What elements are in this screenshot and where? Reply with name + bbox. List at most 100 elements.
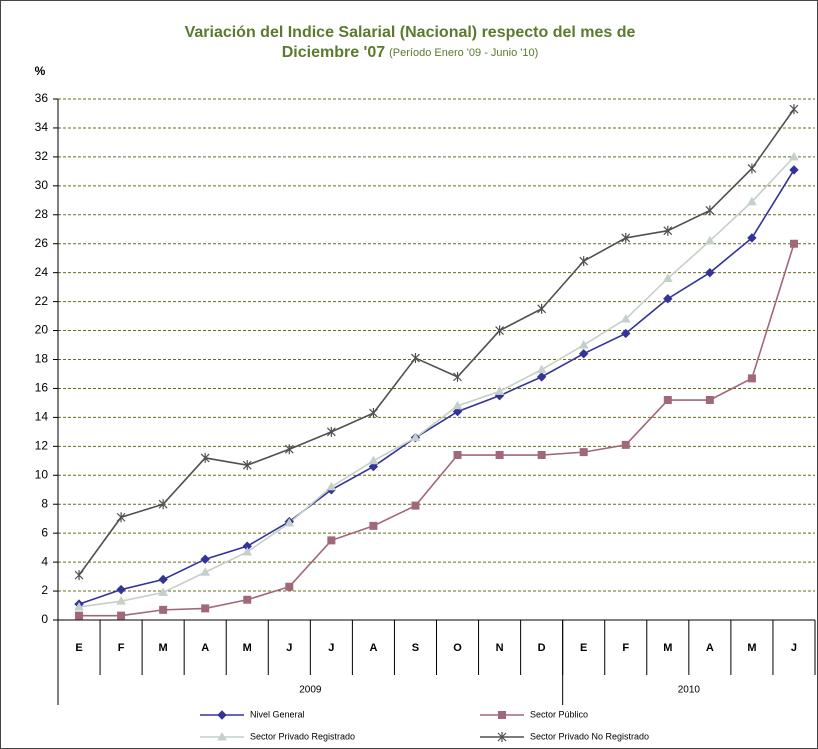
- legend-label: Sector Privado No Registrado: [530, 731, 649, 741]
- data-point: [285, 582, 294, 591]
- data-point: [453, 451, 462, 460]
- data-point: [621, 440, 630, 449]
- data-point: [789, 151, 799, 161]
- series-line: [78, 169, 795, 605]
- legend-marker: [498, 711, 506, 719]
- data-point: [368, 408, 378, 419]
- legend-marker: [217, 731, 227, 741]
- data-point: [495, 451, 504, 460]
- x-tick-label: A: [201, 642, 209, 654]
- data-point: [243, 595, 252, 604]
- data-point: [621, 232, 631, 243]
- x-tick-label: E: [75, 642, 82, 654]
- data-point: [117, 611, 126, 620]
- data-point: [620, 313, 631, 323]
- x-tick-label: A: [369, 642, 377, 654]
- legend-label: Sector Público: [530, 709, 588, 719]
- data-point: [578, 349, 589, 359]
- x-tick-label: J: [791, 642, 797, 654]
- data-point: [116, 512, 126, 523]
- chart-subtitle: (Período Enero '09 - Junio '10): [389, 47, 538, 59]
- x-tick-label: S: [412, 642, 419, 654]
- y-tick-label: 2: [41, 583, 48, 597]
- data-point: [452, 400, 463, 410]
- data-point: [705, 396, 714, 405]
- data-point: [579, 256, 589, 267]
- data-point: [74, 570, 84, 581]
- legend-marker: [497, 732, 507, 742]
- legend-marker: [217, 710, 227, 720]
- group-label: 2010: [678, 685, 701, 696]
- y-tick-label: 12: [35, 439, 49, 453]
- series-line: [79, 243, 795, 617]
- x-tick-label: M: [747, 642, 756, 654]
- data-point: [494, 386, 505, 395]
- y-tick-label: 28: [35, 207, 49, 221]
- data-point: [410, 432, 421, 442]
- data-point: [663, 396, 672, 405]
- y-tick-label: 26: [35, 236, 49, 250]
- y-tick-label: 16: [35, 381, 49, 395]
- y-tick-label: 34: [35, 120, 49, 134]
- y-tick-label: 20: [35, 323, 49, 337]
- data-point: [242, 546, 253, 556]
- x-tick-label: J: [328, 642, 334, 654]
- x-tick-label: N: [496, 642, 504, 654]
- data-point: [705, 205, 715, 216]
- data-point: [704, 235, 715, 245]
- data-point: [74, 601, 84, 611]
- data-point: [663, 294, 673, 304]
- data-point: [747, 163, 757, 174]
- data-point: [200, 452, 210, 463]
- y-tick-label: 24: [35, 265, 49, 279]
- data-point: [75, 611, 84, 620]
- y-tick-label: 22: [35, 294, 49, 308]
- legend-label: Sector Privado Registrado: [250, 731, 355, 741]
- data-point: [621, 328, 631, 339]
- x-tick-label: A: [706, 642, 714, 654]
- data-point: [747, 196, 757, 206]
- x-tick-label: J: [286, 642, 292, 654]
- data-point: [201, 604, 210, 613]
- chart-title: Diciembre '07: [282, 44, 386, 61]
- data-point: [158, 587, 169, 597]
- data-point: [537, 451, 546, 460]
- y-tick-label: 8: [41, 496, 48, 510]
- y-tick-label: 32: [35, 149, 49, 163]
- data-point: [747, 233, 757, 243]
- data-point: [452, 406, 463, 417]
- data-point: [116, 584, 126, 595]
- data-point: [158, 499, 168, 510]
- data-point: [158, 574, 168, 585]
- data-point: [326, 426, 336, 437]
- series-line: [78, 108, 795, 576]
- data-point: [159, 605, 168, 614]
- data-point: [368, 455, 379, 465]
- data-point: [326, 481, 337, 491]
- y-axis-label: %: [35, 64, 46, 78]
- group-label: 2009: [299, 685, 322, 696]
- data-point: [369, 521, 378, 530]
- y-tick-label: 30: [35, 178, 49, 192]
- y-tick-label: 4: [41, 554, 48, 568]
- data-point: [537, 303, 547, 314]
- data-point: [536, 372, 547, 382]
- data-point: [327, 536, 336, 545]
- chart-title-line2: Diciembre '07 (Período Enero '09 - Junio …: [282, 44, 539, 61]
- x-tick-label: F: [622, 642, 629, 654]
- data-point: [705, 267, 715, 278]
- data-point: [200, 567, 211, 576]
- data-point: [536, 364, 547, 374]
- data-point: [284, 518, 295, 527]
- data-point: [200, 554, 210, 564]
- y-tick-label: 14: [35, 410, 49, 424]
- x-tick-label: M: [159, 642, 168, 654]
- data-point: [116, 596, 126, 605]
- data-point: [662, 273, 673, 282]
- y-tick-label: 18: [35, 352, 49, 366]
- legend-label: Nivel General: [250, 709, 305, 719]
- data-point: [368, 461, 379, 472]
- data-point: [284, 444, 294, 455]
